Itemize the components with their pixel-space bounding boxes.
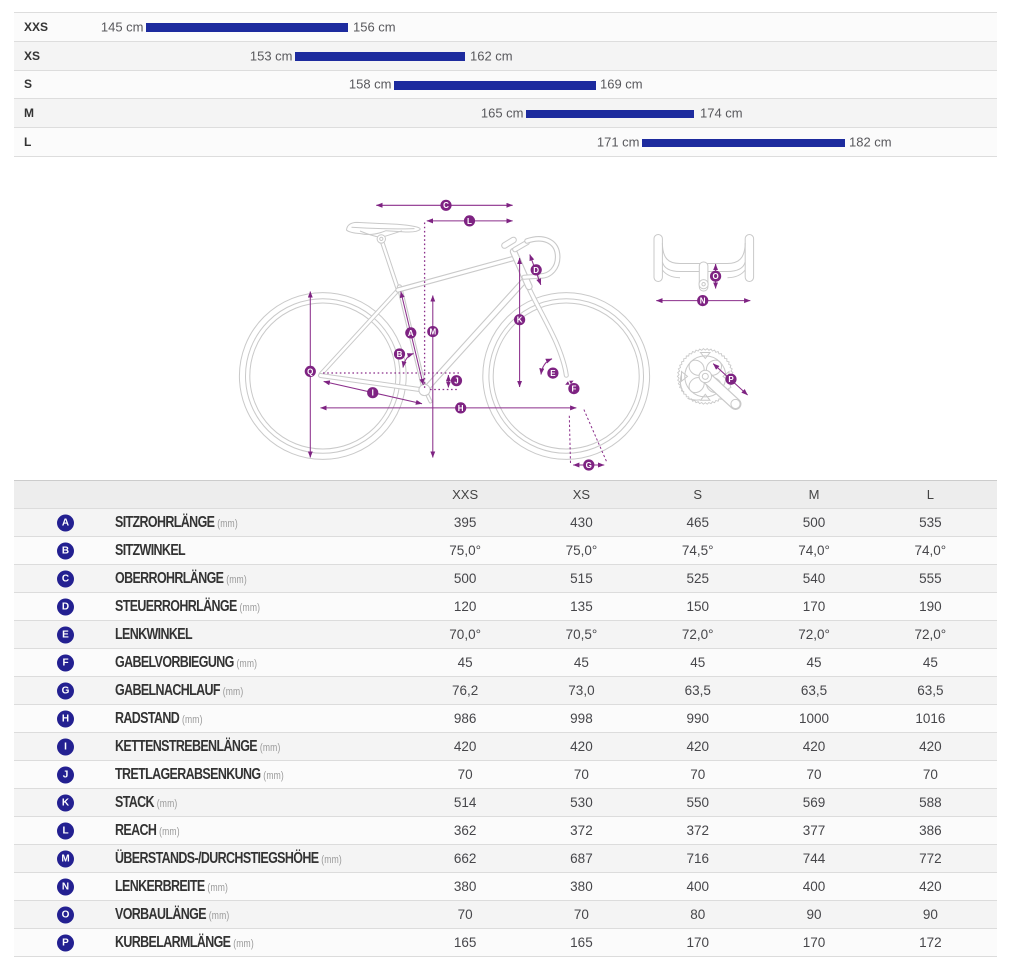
svg-text:E: E xyxy=(550,369,556,378)
svg-text:B: B xyxy=(397,350,403,359)
svg-text:N: N xyxy=(700,297,706,306)
svg-text:A: A xyxy=(408,329,414,338)
svg-text:O: O xyxy=(712,272,718,281)
svg-text:L: L xyxy=(467,217,472,226)
svg-text:C: C xyxy=(443,201,449,210)
svg-text:M: M xyxy=(429,328,436,337)
svg-text:F: F xyxy=(571,385,576,394)
svg-text:Q: Q xyxy=(307,367,313,376)
svg-text:P: P xyxy=(728,375,734,384)
svg-text:K: K xyxy=(517,316,523,325)
svg-text:H: H xyxy=(458,404,464,413)
svg-text:J: J xyxy=(454,377,458,386)
svg-text:D: D xyxy=(533,266,539,275)
svg-text:I: I xyxy=(372,389,374,398)
svg-text:G: G xyxy=(586,461,592,470)
